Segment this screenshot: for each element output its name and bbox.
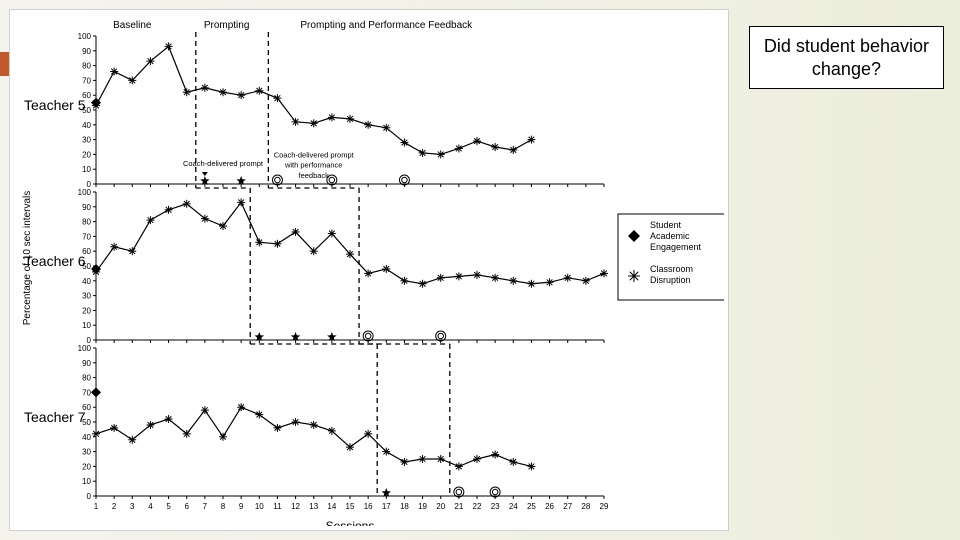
svg-text:29: 29: [600, 502, 609, 511]
svg-text:19: 19: [418, 502, 427, 511]
svg-text:40: 40: [82, 433, 91, 442]
svg-text:Prompting: Prompting: [204, 20, 250, 31]
svg-text:28: 28: [581, 502, 590, 511]
svg-text:80: 80: [82, 374, 91, 383]
svg-text:70: 70: [82, 232, 91, 241]
svg-text:4: 4: [148, 502, 153, 511]
svg-text:80: 80: [82, 218, 91, 227]
svg-text:20: 20: [436, 502, 445, 511]
svg-text:26: 26: [545, 502, 554, 511]
svg-text:10: 10: [255, 502, 264, 511]
svg-text:21: 21: [454, 502, 463, 511]
svg-text:100: 100: [78, 188, 92, 197]
svg-text:3: 3: [130, 502, 135, 511]
svg-text:Teacher 6: Teacher 6: [24, 253, 86, 269]
svg-text:15: 15: [346, 502, 355, 511]
svg-text:Prompting and Performance Feed: Prompting and Performance Feedback: [300, 20, 473, 31]
svg-text:13: 13: [309, 502, 318, 511]
svg-text:Disruption: Disruption: [650, 275, 691, 285]
svg-text:16: 16: [364, 502, 373, 511]
svg-text:40: 40: [82, 277, 91, 286]
svg-text:9: 9: [239, 502, 244, 511]
svg-text:Classroom: Classroom: [650, 264, 693, 274]
svg-text:80: 80: [82, 62, 91, 71]
svg-text:Baseline: Baseline: [113, 20, 152, 31]
svg-text:Student: Student: [650, 220, 682, 230]
svg-text:1: 1: [94, 502, 99, 511]
svg-text:20: 20: [82, 306, 91, 315]
svg-text:25: 25: [527, 502, 536, 511]
svg-text:5: 5: [166, 502, 171, 511]
svg-text:23: 23: [491, 502, 500, 511]
svg-text:10: 10: [82, 321, 91, 330]
svg-text:feedback: feedback: [298, 171, 329, 180]
svg-text:14: 14: [327, 502, 336, 511]
svg-text:70: 70: [82, 388, 91, 397]
svg-text:20: 20: [82, 462, 91, 471]
svg-text:11: 11: [273, 502, 282, 511]
svg-text:30: 30: [82, 136, 91, 145]
multi-baseline-chart: Baseline Prompting Prompting and Performan…: [16, 14, 724, 526]
svg-text:8: 8: [221, 502, 226, 511]
svg-text:Academic: Academic: [650, 231, 690, 241]
svg-text:7: 7: [203, 502, 208, 511]
svg-text:17: 17: [382, 502, 391, 511]
svg-text:70: 70: [82, 76, 91, 85]
svg-text:30: 30: [82, 292, 91, 301]
svg-text:30: 30: [82, 448, 91, 457]
svg-text:with performance: with performance: [284, 161, 343, 170]
svg-text:18: 18: [400, 502, 409, 511]
svg-text:Coach-delivered prompt: Coach-delivered prompt: [183, 159, 264, 168]
svg-text:24: 24: [509, 502, 518, 511]
svg-text:40: 40: [82, 121, 91, 130]
svg-text:90: 90: [82, 203, 91, 212]
svg-text:100: 100: [78, 32, 92, 41]
svg-text:12: 12: [291, 502, 300, 511]
svg-text:90: 90: [82, 359, 91, 368]
svg-text:2: 2: [112, 502, 117, 511]
svg-text:Engagement: Engagement: [650, 242, 702, 252]
svg-text:Teacher 5: Teacher 5: [24, 97, 86, 113]
svg-text:100: 100: [78, 344, 92, 353]
svg-text:22: 22: [473, 502, 482, 511]
svg-text:Sessions: Sessions: [326, 519, 375, 526]
svg-text:90: 90: [82, 47, 91, 56]
svg-text:Coach-delivered prompt: Coach-delivered prompt: [274, 150, 355, 159]
figure-container: Baseline Prompting Prompting and Performan…: [9, 9, 729, 531]
svg-text:27: 27: [563, 502, 572, 511]
svg-text:0: 0: [87, 492, 92, 501]
question-text-line1: Did student behavior: [764, 36, 929, 56]
svg-text:6: 6: [184, 502, 189, 511]
question-text-line2: change?: [812, 59, 881, 79]
svg-text:10: 10: [82, 477, 91, 486]
svg-text:20: 20: [82, 150, 91, 159]
svg-text:Teacher 7: Teacher 7: [24, 409, 86, 425]
svg-text:10: 10: [82, 165, 91, 174]
question-box: Did student behavior change?: [749, 26, 944, 89]
